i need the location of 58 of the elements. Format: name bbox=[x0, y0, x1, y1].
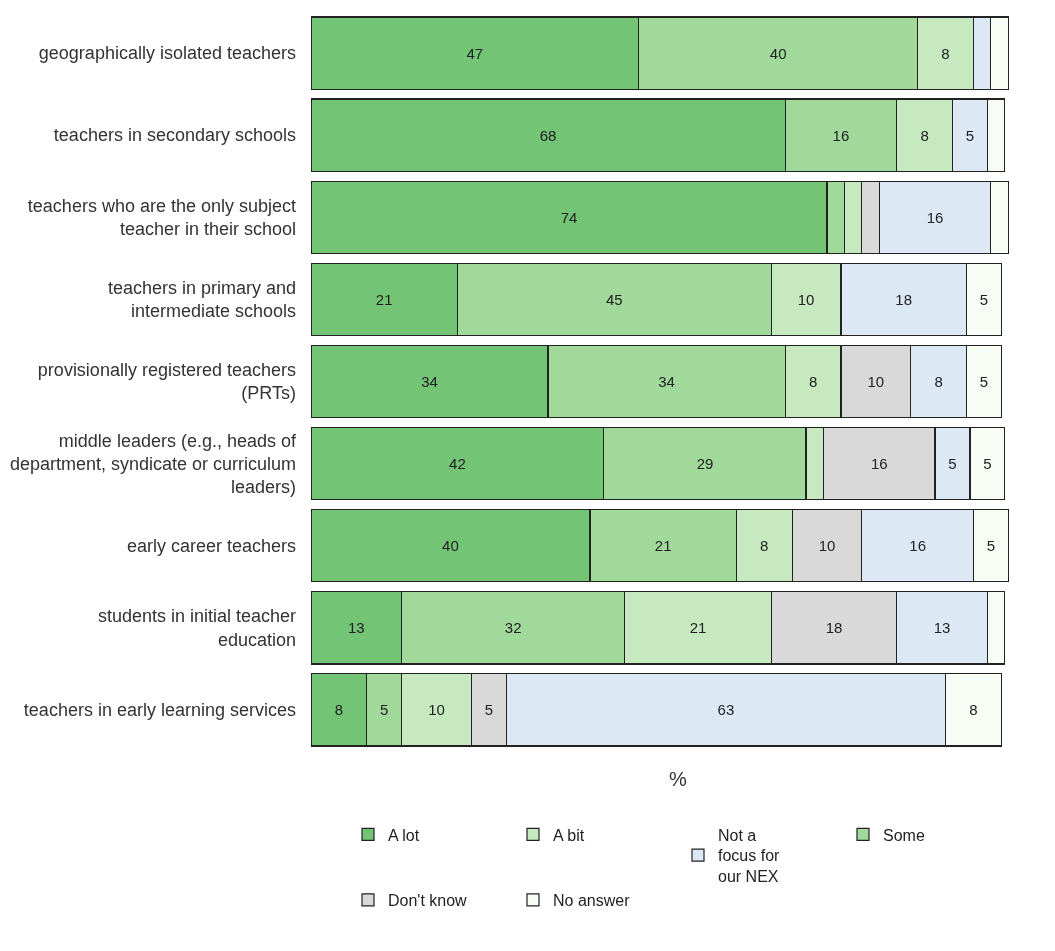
data-label: 21 bbox=[654, 537, 672, 555]
data-label: 8 bbox=[934, 373, 943, 390]
legend-label: Not a focus for our NEX bbox=[718, 826, 781, 886]
data-label: 18 bbox=[895, 290, 913, 308]
data-label: 16 bbox=[926, 208, 944, 226]
data-label: 68 bbox=[539, 126, 557, 144]
data-label: 8 bbox=[920, 126, 929, 144]
data-label: 5 bbox=[979, 373, 989, 390]
data-label: 16 bbox=[870, 455, 888, 473]
data-label: 42 bbox=[449, 455, 466, 473]
data-label: 34 bbox=[421, 373, 438, 390]
y-tick-label: geographically isolated teachers bbox=[38, 43, 296, 64]
data-label: 40 bbox=[769, 44, 787, 62]
data-label: 45 bbox=[605, 290, 623, 308]
data-label: 74 bbox=[560, 208, 578, 226]
data-label: 10 bbox=[867, 373, 885, 390]
data-label: 32 bbox=[504, 619, 522, 637]
data-label: 21 bbox=[689, 619, 707, 637]
data-label: 21 bbox=[375, 290, 393, 308]
data-label: 5 bbox=[979, 290, 989, 308]
legend-label: A lot bbox=[388, 826, 420, 844]
data-label: 47 bbox=[466, 44, 484, 62]
data-label: 10 bbox=[428, 701, 445, 719]
data-label: 8 bbox=[808, 373, 818, 390]
data-label: 8 bbox=[969, 701, 978, 719]
y-tick-label: teachers in early learning services bbox=[23, 700, 296, 721]
data-label: 5 bbox=[948, 455, 957, 473]
y-tick-label: teachers in primary and intermediate schools bbox=[107, 277, 296, 322]
data-label: 5 bbox=[484, 701, 493, 719]
y-tick-label: teachers in secondary schools bbox=[53, 125, 296, 146]
data-label: 8 bbox=[334, 701, 344, 719]
data-label: 34 bbox=[658, 373, 675, 390]
data-label: 13 bbox=[933, 619, 951, 637]
data-label: 5 bbox=[965, 126, 975, 144]
data-label: 5 bbox=[380, 701, 389, 719]
data-label: 18 bbox=[825, 619, 843, 637]
y-tick-label: students in initial teacher education bbox=[97, 606, 296, 650]
y-tick-label: provisionally registered teachers (PRTs) bbox=[37, 360, 296, 404]
data-label: 63 bbox=[717, 701, 735, 719]
data-label: 16 bbox=[832, 126, 850, 144]
y-tick-label: teachers who are the only subject teacher in their school bbox=[27, 195, 296, 240]
data-label: 29 bbox=[696, 455, 714, 473]
data-label: 8 bbox=[760, 537, 769, 555]
data-label: 13 bbox=[347, 619, 365, 637]
y-tick-label: early career teachers bbox=[126, 536, 296, 557]
data-label: 10 bbox=[818, 537, 836, 555]
data-label: 8 bbox=[941, 44, 950, 62]
legend-label: Don't know bbox=[388, 892, 468, 910]
data-label: 16 bbox=[909, 537, 926, 555]
data-label: 10 bbox=[797, 290, 815, 308]
y-tick-label: middle leaders (e.g., heads of department, syndicate or curriculum leaders) bbox=[9, 430, 297, 498]
legend-label: Some bbox=[883, 826, 925, 844]
data-label: 5 bbox=[983, 455, 992, 473]
x-axis-title: % bbox=[669, 767, 688, 790]
data-label: 5 bbox=[986, 537, 996, 555]
data-label: 40 bbox=[442, 537, 459, 555]
legend-label: A bit bbox=[553, 826, 585, 844]
legend-label: No answer bbox=[553, 892, 631, 910]
